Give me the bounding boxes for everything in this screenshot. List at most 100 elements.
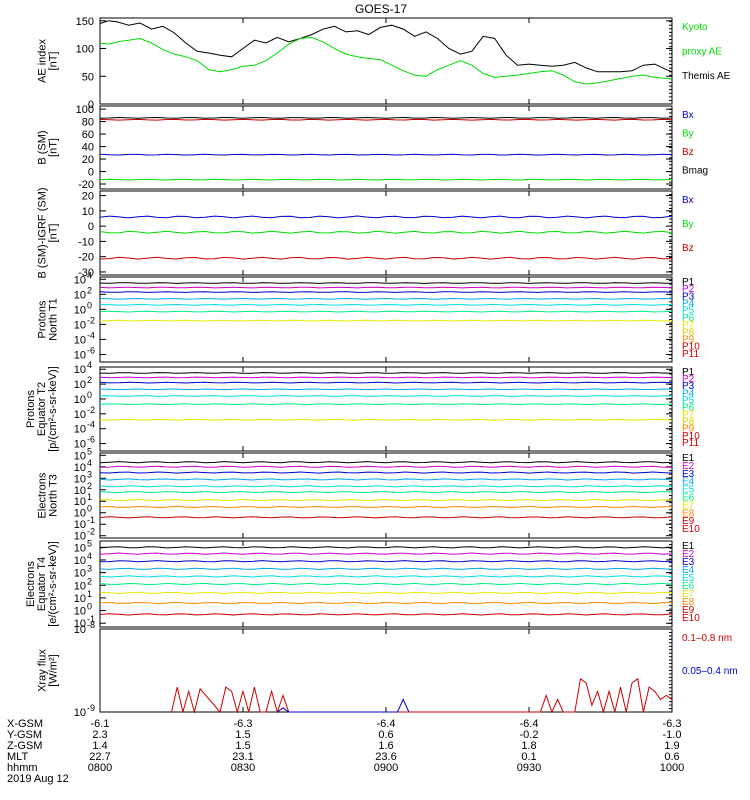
y-tick-label: 10 xyxy=(74,364,86,376)
series-e6 xyxy=(99,582,673,586)
legend-entry: E3 xyxy=(682,469,695,480)
y-tick-exponent: 1 xyxy=(87,492,92,502)
legend-entry: P1 xyxy=(682,277,695,288)
legend-entry: P8 xyxy=(682,327,695,338)
y-tick-label: 100 xyxy=(76,44,94,56)
legend-entry: P3 xyxy=(682,291,695,302)
series-e3 xyxy=(99,471,673,474)
legend-entry: P6 xyxy=(682,402,695,413)
footer-row-label: X-GSM xyxy=(7,718,43,730)
footer-value: 23.1 xyxy=(232,751,253,763)
legend-entry: E7 xyxy=(682,589,695,600)
y-axis-label: [nT] xyxy=(48,224,60,243)
legend-entry: E6 xyxy=(682,493,695,504)
legend-entry: Kyoto xyxy=(682,22,708,33)
legend-entry: P10 xyxy=(682,431,700,442)
footer-value: 1.8 xyxy=(521,740,536,752)
y-tick-label: 10 xyxy=(74,349,86,361)
series-e4 xyxy=(99,567,673,570)
legend-entry: E8 xyxy=(682,597,695,608)
y-axis-label: [p/(cm²-s-sr-keV)] xyxy=(47,366,59,452)
series-p2 xyxy=(99,286,673,289)
y-tick-exponent: 0 xyxy=(87,300,92,310)
legend-entry: P4 xyxy=(682,388,695,399)
y-tick-label: 40 xyxy=(82,142,94,154)
series-themis-ae xyxy=(99,20,673,73)
panel-frame xyxy=(99,628,673,713)
y-tick-label: 10 xyxy=(74,473,86,485)
y-tick-label: 10 xyxy=(74,519,86,531)
legend-entry: P1 xyxy=(682,367,695,378)
y-tick-label: 10 xyxy=(74,707,86,719)
y-tick-exponent: 5 xyxy=(87,446,92,456)
legend-entry: By xyxy=(682,219,694,230)
legend-entry: Bmag xyxy=(682,165,708,176)
footer-value: 0800 xyxy=(88,762,112,774)
y-tick-label: 10 xyxy=(74,274,86,286)
footer-row-label: Z-GSM xyxy=(7,740,42,752)
footer-value: 1000 xyxy=(660,762,684,774)
y-axis-label: Xray flux xyxy=(37,649,49,692)
footer-value: 0830 xyxy=(231,762,255,774)
legend-entry: E3 xyxy=(682,557,695,568)
y-axis-label: Electrons xyxy=(25,561,37,607)
y-tick-label: 10 xyxy=(74,606,86,618)
y-tick-label: 10 xyxy=(74,593,86,605)
y-tick-label: -20 xyxy=(78,252,94,264)
legend-entry: P2 xyxy=(682,284,695,295)
y-tick-exponent: 1 xyxy=(87,589,92,599)
footer-value: -0.2 xyxy=(520,729,539,741)
series-e4 xyxy=(99,478,673,481)
panel-frame xyxy=(99,276,673,363)
series-p7 xyxy=(99,319,673,322)
y-tick-exponent: -2 xyxy=(87,527,95,537)
legend-entry: P2 xyxy=(682,374,695,385)
series-e9 xyxy=(99,516,673,519)
series-e1 xyxy=(99,546,673,549)
y-tick-exponent: -8 xyxy=(87,620,95,630)
legend-entry: E1 xyxy=(682,541,695,552)
series-bz xyxy=(99,118,673,121)
series-p1 xyxy=(99,372,673,374)
series-bmag xyxy=(99,116,673,119)
y-tick-label: 10 xyxy=(74,394,86,406)
y-tick-exponent: 5 xyxy=(87,538,92,548)
footer-value: 0.1 xyxy=(521,751,536,763)
series-p1 xyxy=(99,282,673,284)
y-tick-exponent: 2 xyxy=(87,375,92,385)
footer-value: 1.4 xyxy=(92,740,107,752)
y-tick-label: 0 xyxy=(88,221,94,233)
series-e5 xyxy=(99,485,673,488)
y-axis-label: B (SM)-IGRF (SM) xyxy=(37,187,49,278)
footer-value: 1.9 xyxy=(664,740,679,752)
panel-bigrf: -30 -20 -10 0 10 20 B (SM)-IGRF (SM) [nT] Bx By Bz xyxy=(37,187,694,278)
footer-value: 1.5 xyxy=(235,729,250,741)
y-tick-label: 50 xyxy=(82,71,94,83)
legend-entry: P9 xyxy=(682,424,695,435)
legend-entry: proxy AE xyxy=(682,47,722,58)
legend-entry: E9 xyxy=(682,516,695,527)
footer-value: -6.3 xyxy=(234,718,253,730)
y-axis-label: Equator T2 xyxy=(36,382,48,436)
y-tick-label: 10 xyxy=(74,624,86,636)
footer-value: 0.6 xyxy=(664,751,679,763)
footer-value: -6.3 xyxy=(663,718,682,730)
y-tick-label: -10 xyxy=(78,236,94,248)
legend-entry: P5 xyxy=(682,395,695,406)
legend-entry: E4 xyxy=(682,477,695,488)
y-tick-label: 10 xyxy=(74,618,86,630)
y-axis-label: [e/(cm²-s-sr-keV)] xyxy=(47,541,59,627)
legend-entry: 0.1–0.8 nm xyxy=(682,633,732,644)
y-tick-label: 0 xyxy=(88,99,94,111)
series-e7 xyxy=(99,591,673,595)
footer-value: 1.6 xyxy=(378,740,393,752)
series-kyoto-proxy-ae xyxy=(99,36,673,85)
y-tick-label: 10 xyxy=(74,379,86,391)
series-e5 xyxy=(99,575,673,578)
series-p6 xyxy=(99,403,673,406)
